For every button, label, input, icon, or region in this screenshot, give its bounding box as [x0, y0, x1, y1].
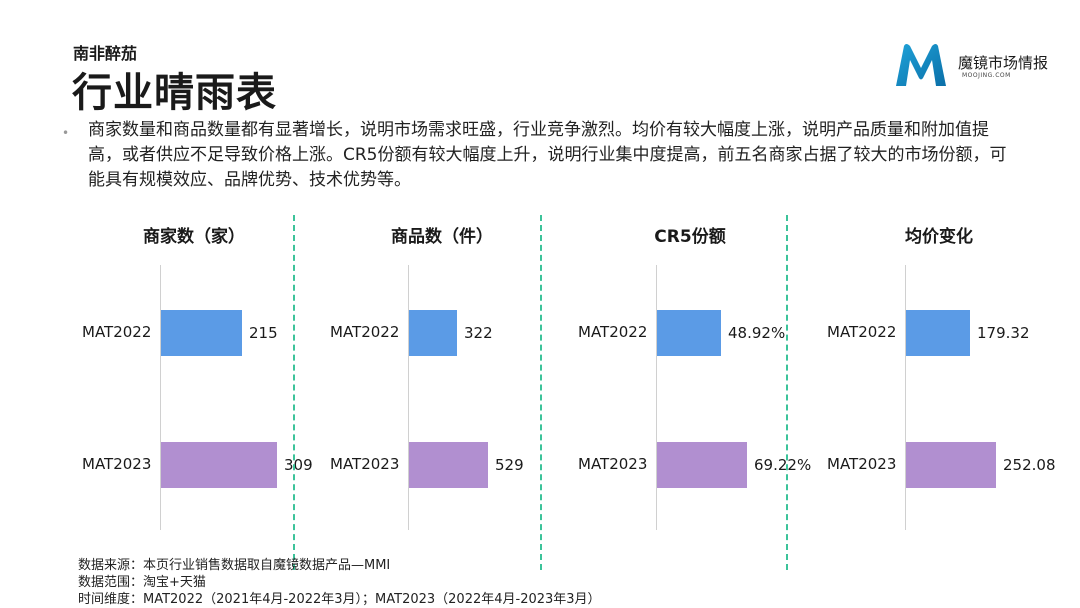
chart-axis	[656, 265, 657, 530]
category-label: MAT2023	[82, 455, 152, 473]
chart-panel-1: 商家数（家） MAT2022 215 MAT2023 309	[70, 210, 318, 550]
category-label: MAT2023	[827, 455, 897, 473]
data-label: 179.32	[977, 324, 1030, 342]
chart-title: CR5份额	[654, 227, 726, 247]
footer-scope: 数据范围：淘宝+天猫	[78, 575, 206, 590]
bar-mat2022	[161, 310, 242, 356]
chart-title: 均价变化	[905, 227, 973, 247]
chart-panel-3: CR5份额 MAT2022 48.92% MAT2023 69.22%	[566, 210, 814, 550]
chart-axis	[408, 265, 409, 530]
bar-mat2022	[657, 310, 721, 356]
data-label: 309	[284, 456, 313, 474]
brand-logo: 魔镜市场情报 MOOJING.COM	[892, 40, 1062, 92]
divider-3	[786, 215, 788, 570]
chart-title: 商品数（件）	[391, 227, 493, 247]
bullet-dot: •	[62, 126, 70, 140]
bar-mat2023	[906, 442, 996, 488]
description-text: 商家数量和商品数量都有显著增长，说明市场需求旺盛，行业竞争激烈。均价有较大幅度上…	[88, 120, 1007, 190]
chart-axis	[160, 265, 161, 530]
chart-axis	[905, 265, 906, 530]
bar-mat2023	[409, 442, 488, 488]
footer-time: 时间维度：MAT2022（2021年4月-2022年3月）；MAT2023（20…	[78, 592, 601, 607]
category-label: MAT2023	[330, 455, 400, 473]
chart-panel-4: 均价变化 MAT2022 179.32 MAT2023 252.08	[815, 210, 1063, 550]
category-label: MAT2023	[578, 455, 648, 473]
category-label: MAT2022	[82, 323, 152, 341]
category-label: MAT2022	[578, 323, 648, 341]
logo-m-icon	[896, 44, 946, 86]
bar-mat2023	[657, 442, 747, 488]
category-label: MAT2022	[827, 323, 897, 341]
data-label: 529	[495, 456, 524, 474]
page-subtitle: 南非醉茄	[73, 44, 138, 63]
logo-name: 魔镜市场情报	[958, 54, 1049, 72]
chart-panel-2: 商品数（件） MAT2022 322 MAT2023 529	[318, 210, 566, 550]
data-label: 48.92%	[728, 324, 786, 342]
page-title: 行业晴雨表	[72, 70, 277, 116]
footer-source: 数据来源：本页行业销售数据取自魔镜数据产品—MMI	[78, 558, 391, 573]
bar-mat2022	[409, 310, 457, 356]
data-label: 322	[464, 324, 493, 342]
chart-title: 商家数（家）	[143, 227, 245, 247]
category-label: MAT2022	[330, 323, 400, 341]
data-label: 252.08	[1003, 456, 1056, 474]
divider-1	[293, 215, 295, 570]
data-label: 215	[249, 324, 278, 342]
data-label: 69.22%	[754, 456, 812, 474]
bar-mat2022	[906, 310, 970, 356]
bar-mat2023	[161, 442, 277, 488]
logo-url: MOOJING.COM	[962, 72, 1011, 79]
divider-2	[540, 215, 542, 570]
